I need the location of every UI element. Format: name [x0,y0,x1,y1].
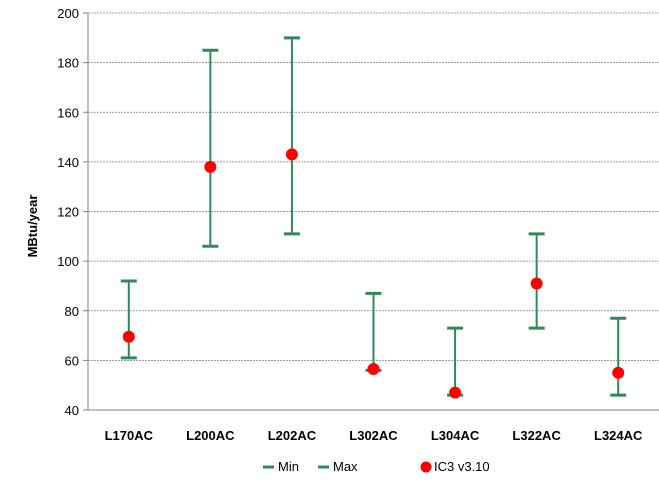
legend-max-label: Max [333,459,358,474]
y-tick-label: 120 [57,205,79,220]
legend-ic3-swatch [420,461,432,473]
x-category-label: L302AC [349,428,398,443]
ic3-point [204,160,217,173]
y-tick-label: 80 [65,304,79,319]
legend-min-label: Min [278,459,299,474]
x-category-label: L304AC [431,428,480,443]
x-category-label: L202AC [268,428,317,443]
y-tick-label: 180 [57,56,79,71]
y-tick-label: 100 [57,254,79,269]
data-points [122,148,625,399]
x-category-label: L322AC [512,428,561,443]
y-tick-label: 40 [65,403,79,418]
ic3-point [530,277,543,290]
ic3-point [449,386,462,399]
y-tick-labels: 40 60 80 100 120 140 160 180 200 [57,6,79,418]
y-tick-label: 60 [65,353,79,368]
y-tick-label: 160 [57,105,79,120]
legend-ic3-label: IC3 v3.10 [434,459,490,474]
ic3-point [367,363,380,376]
ic3-point [122,330,135,343]
ic3-point [612,366,625,379]
error-bars [120,36,627,397]
y-axis-label: MBtu/year [25,195,40,258]
x-category-label: L200AC [186,428,235,443]
y-tick-label: 140 [57,155,79,170]
ic3-point [285,148,298,161]
y-tick-label: 200 [57,6,79,21]
legend: Min Max IC3 v3.10 [263,459,490,474]
axes [83,12,659,411]
x-category-label: L170AC [105,428,154,443]
x-category-labels: L170AC L200AC L202AC L302AC L304AC L322AC L324… [105,428,643,443]
x-category-label: L324AC [594,428,643,443]
